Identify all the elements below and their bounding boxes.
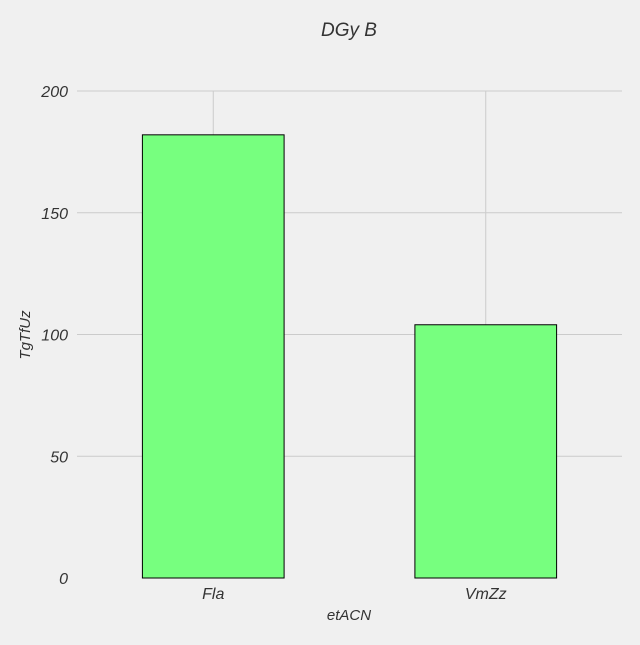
y-tick-label: 50 [50,449,68,466]
y-tick-label: 100 [41,328,68,345]
y-tick-labels: 0 50 100 150 200 [40,84,68,588]
chart-title: DGy B [321,20,377,41]
x-tick-label: Fla [202,586,224,603]
y-tick-label: 200 [40,84,68,101]
x-axis-label: etACN [327,607,371,624]
x-tick-labels: Fla VmZz [202,586,507,603]
bars [141,134,558,579]
x-tick-label: VmZz [465,586,507,603]
y-axis-label: TgTfUz [17,310,34,360]
y-tick-label: 0 [59,571,68,588]
bar-fla [141,134,285,579]
bar-vmzz [414,324,558,579]
y-tick-label: 150 [41,206,68,223]
